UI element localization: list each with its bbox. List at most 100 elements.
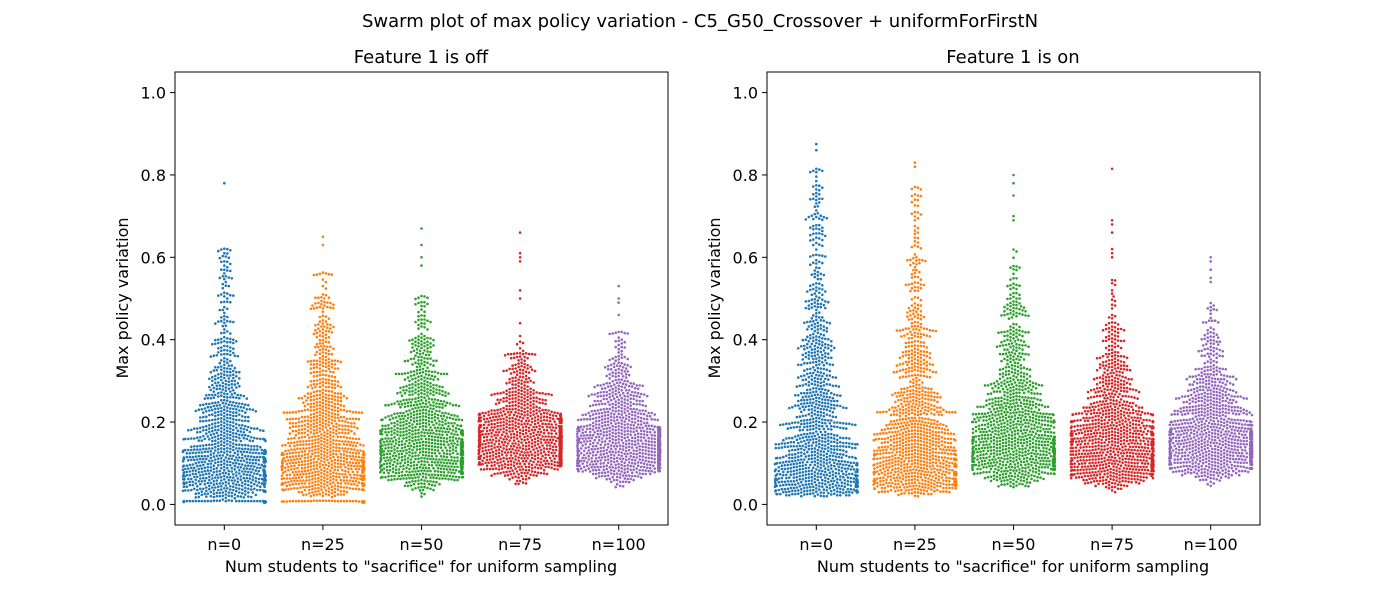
swarm-point	[617, 285, 620, 288]
swarm-point	[405, 452, 408, 455]
swarm-point	[543, 447, 546, 450]
swarm-point	[331, 273, 334, 276]
swarm-point	[223, 364, 226, 367]
swarm-point	[338, 428, 341, 431]
swarm-point	[487, 414, 490, 417]
swarm-point	[232, 439, 235, 442]
swarm-point	[599, 453, 602, 456]
swarm-point	[395, 416, 398, 419]
swarm-point	[238, 413, 241, 416]
swarm-point	[192, 469, 195, 472]
swarm-point	[425, 409, 428, 412]
swarm-point	[249, 431, 252, 434]
swarm-point	[322, 328, 325, 331]
swarm-point	[310, 380, 313, 383]
swarm-point	[346, 500, 349, 503]
swarm-point	[622, 366, 625, 369]
swarm-point	[396, 434, 399, 437]
swarm-point	[537, 440, 540, 443]
swarm-point	[332, 303, 335, 306]
swarm-point	[599, 400, 602, 403]
swarm-point	[328, 394, 331, 397]
swarm-point	[305, 440, 308, 443]
swarm-point	[182, 475, 185, 478]
swarm-point	[511, 427, 514, 430]
swarm-point	[343, 436, 346, 439]
swarm-point	[619, 473, 622, 476]
swarm-point	[232, 485, 235, 488]
swarm-point	[505, 382, 508, 385]
swarm-point	[223, 415, 226, 418]
swarm-point	[238, 443, 241, 446]
swarm-point	[332, 371, 335, 374]
swarm-point	[322, 361, 325, 364]
swarm-point	[447, 413, 450, 416]
swarm-point	[523, 439, 526, 442]
swarm-point	[286, 500, 289, 503]
swarm-point	[217, 421, 220, 424]
swarm-point	[204, 450, 207, 453]
swarm-point	[213, 369, 216, 372]
swarm-point	[434, 436, 437, 439]
swarm-point	[478, 463, 481, 466]
swarm-point	[411, 378, 414, 381]
swarm-point	[229, 455, 232, 458]
swarm-point	[220, 379, 223, 382]
swarm-point	[602, 446, 605, 449]
swarm-point	[317, 474, 320, 477]
swarm-point	[404, 406, 407, 409]
swarm-point	[647, 450, 650, 453]
swarm-point	[281, 444, 284, 447]
swarm-point	[322, 271, 325, 274]
swarm-point	[646, 427, 649, 430]
swarm-point	[486, 427, 489, 430]
swarm-point	[249, 477, 252, 480]
swarm-point	[243, 467, 246, 470]
swarm-point	[622, 416, 625, 419]
swarm-point	[610, 457, 613, 460]
swarm-point	[316, 273, 319, 276]
swarm-point	[423, 483, 426, 486]
swarm-point	[446, 373, 449, 376]
swarm-point	[453, 433, 456, 436]
swarm-point	[641, 469, 644, 472]
swarm-point	[586, 434, 589, 437]
swarm-point	[444, 465, 447, 468]
swarm-point	[284, 444, 287, 447]
swarm-point	[296, 458, 299, 461]
swarm-point	[232, 462, 235, 465]
swarm-point	[217, 338, 220, 341]
swarm-point	[414, 407, 417, 410]
swarm-point	[328, 350, 331, 353]
swarm-point	[587, 449, 590, 452]
swarm-point	[326, 452, 329, 455]
swarm-point	[402, 464, 405, 467]
swarm-point	[417, 319, 420, 322]
swarm-point	[314, 490, 317, 493]
swarm-point	[220, 346, 223, 349]
swarm-point	[601, 471, 604, 474]
swarm-point	[634, 434, 637, 437]
swarm-point	[508, 381, 511, 384]
swarm-point	[238, 409, 241, 412]
swarm-point	[583, 450, 586, 453]
swarm-point	[599, 429, 602, 432]
swarm-point	[210, 355, 213, 358]
swarm-point	[438, 452, 441, 455]
swarm-point	[420, 460, 423, 463]
swarm-point	[226, 301, 229, 304]
swarm-point	[504, 413, 507, 416]
swarm-point	[540, 472, 543, 475]
swarm-point	[641, 404, 644, 407]
swarm-point	[314, 439, 317, 442]
swarm-point	[307, 426, 310, 429]
swarm-point	[631, 440, 634, 443]
swarm-point	[410, 404, 413, 407]
swarm-point	[229, 294, 232, 297]
swarm-point	[550, 423, 553, 426]
swarm-point	[398, 475, 401, 478]
swarm-point	[414, 451, 417, 454]
swarm-point	[241, 463, 244, 466]
swarm-point	[531, 464, 534, 467]
swarm-point	[407, 359, 410, 362]
